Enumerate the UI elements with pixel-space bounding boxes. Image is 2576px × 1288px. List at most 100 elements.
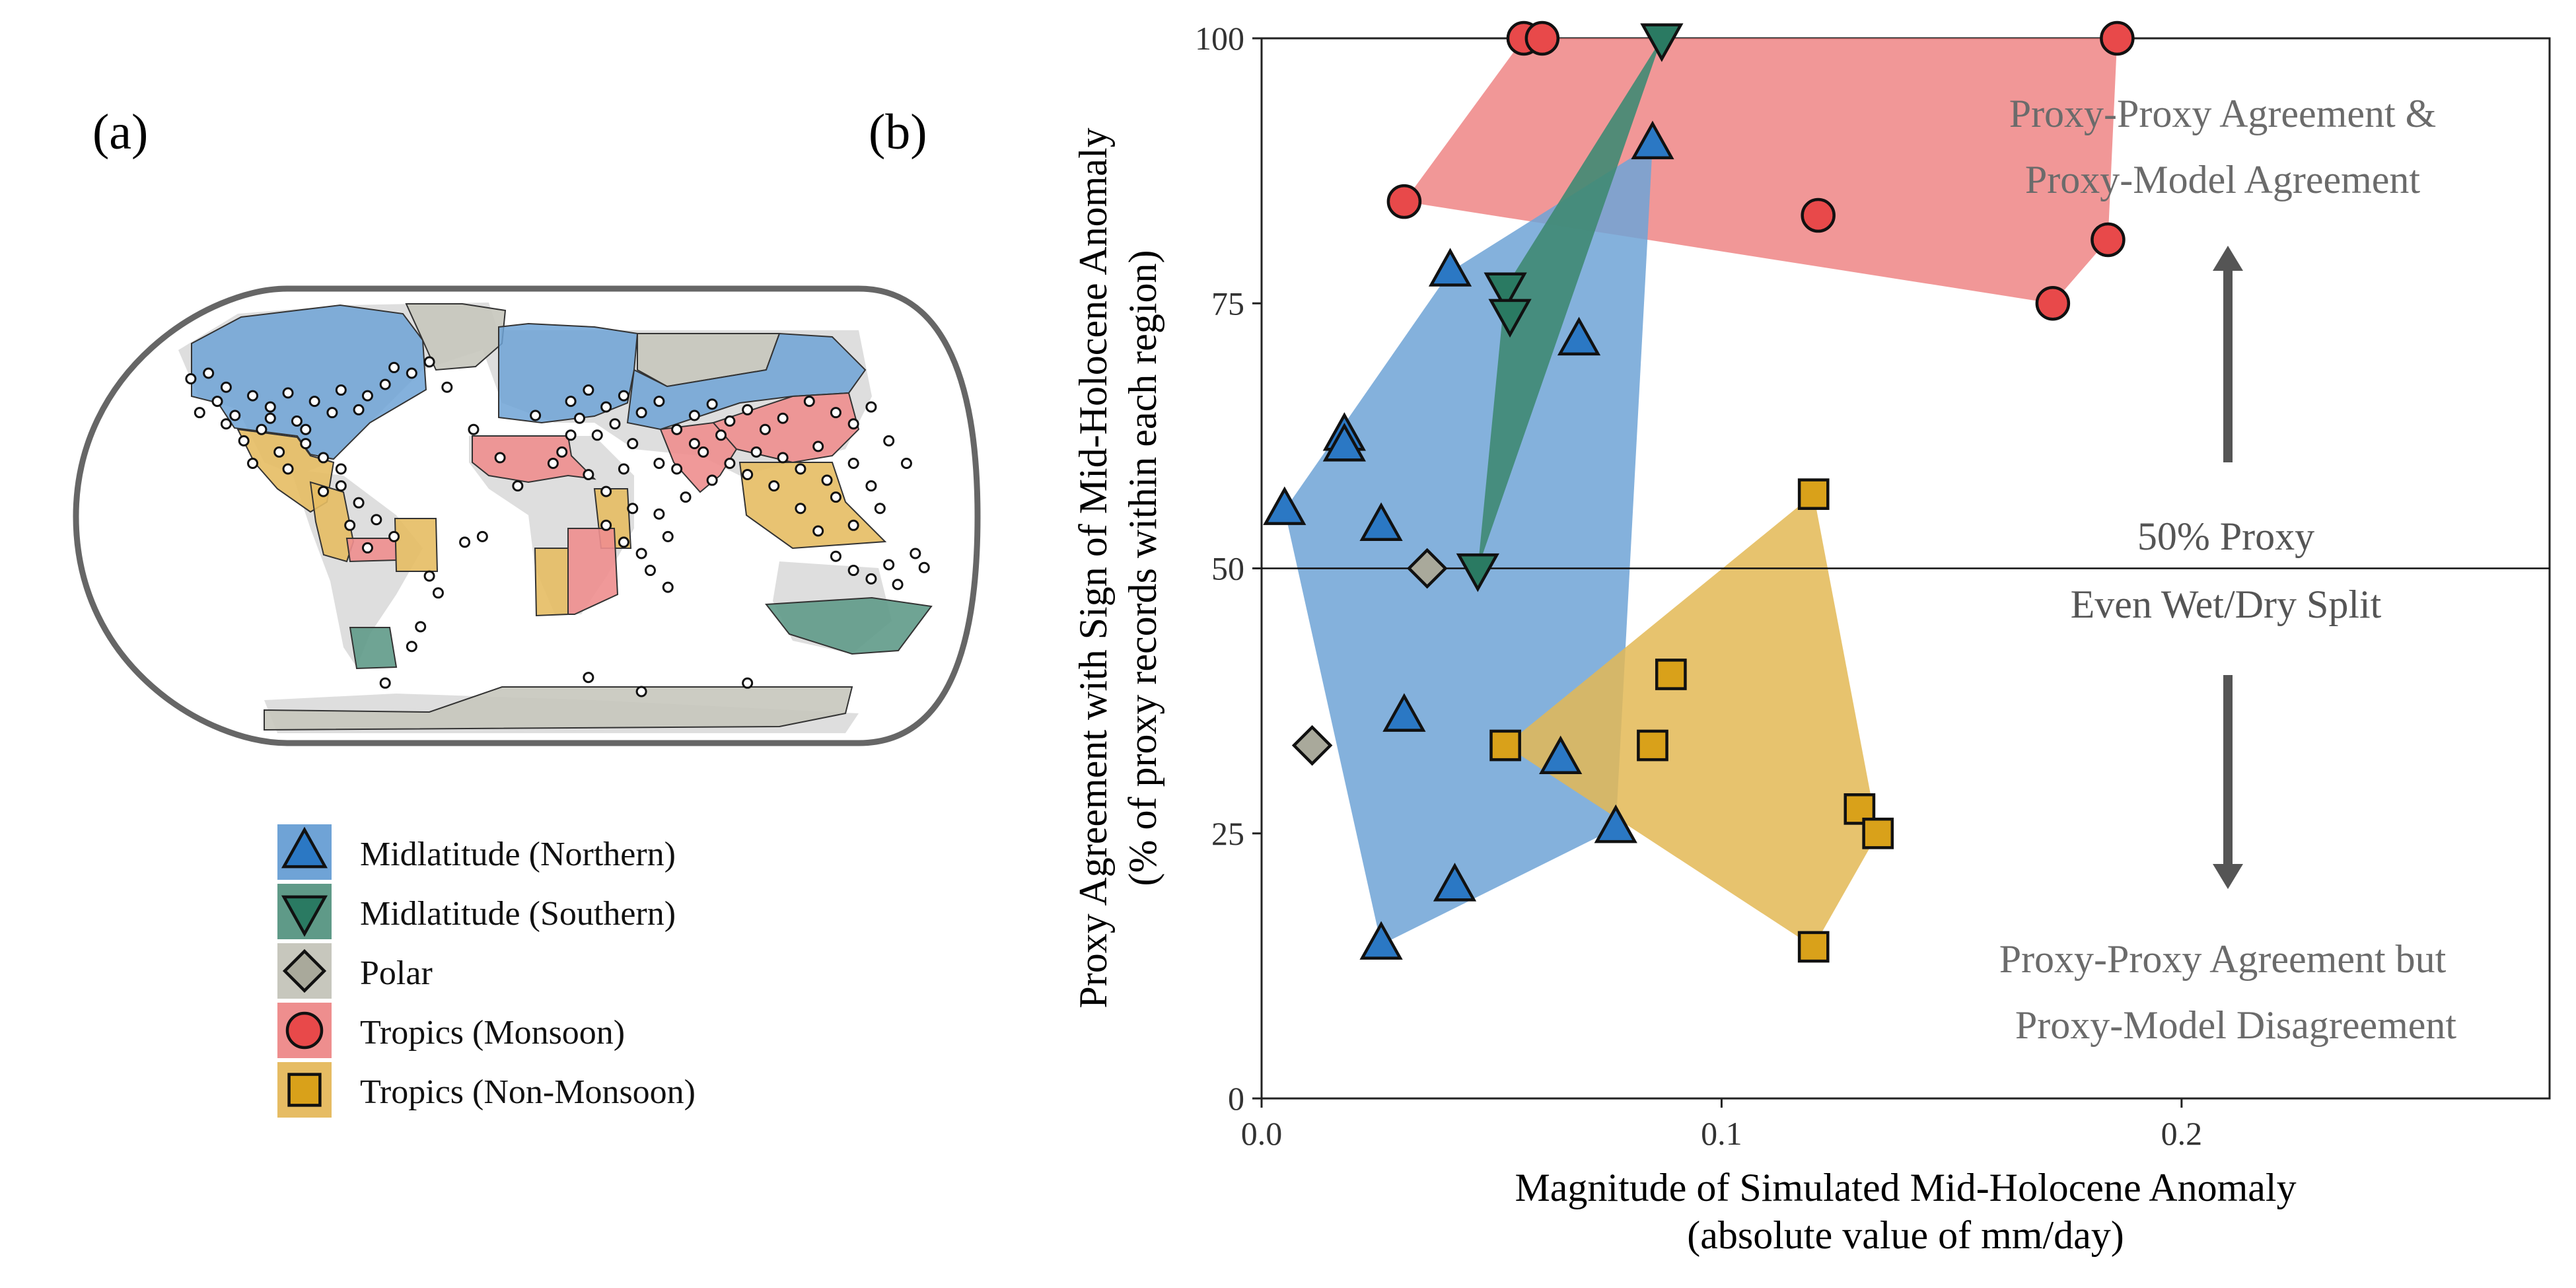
x-tick-label: 0.1: [1701, 1115, 1742, 1152]
legend-item: Tropics (Non-Monsoon): [277, 1062, 696, 1118]
region-greenland: [405, 303, 507, 371]
proxy-site-86: [795, 503, 806, 515]
proxy-site-35: [476, 530, 488, 542]
north-point-3: [1359, 502, 1403, 541]
legend-marker: [282, 948, 327, 993]
annotation-top-line1: Proxy-Proxy Agreement &: [2009, 92, 2437, 135]
proxy-site-59: [847, 418, 859, 430]
proxy-site-102: [565, 429, 577, 441]
proxy-site-26: [335, 480, 347, 492]
north-point-6: [1433, 863, 1477, 902]
north-point-9: [1557, 316, 1601, 356]
north-point-8: [1539, 735, 1583, 775]
proxy-site-114: [247, 457, 259, 469]
proxy-site-103: [530, 410, 542, 421]
proxy-site-82: [795, 463, 806, 475]
north-point-11: [1631, 120, 1674, 160]
polar-point-0: [1291, 725, 1333, 766]
nonmonsoon-point-6: [1862, 817, 1894, 849]
proxy-site-0: [185, 373, 197, 384]
proxy-site-24: [388, 361, 400, 373]
proxy-site-68: [583, 469, 594, 481]
proxy-site-44: [573, 412, 585, 424]
y-tick-label: 25: [1211, 815, 1244, 852]
y-tick-label: 50: [1211, 550, 1244, 587]
south-point-0: [1456, 553, 1499, 592]
legend-label: Tropics (Non-Monsoon): [360, 1073, 696, 1111]
proxy-site-87: [812, 525, 824, 537]
world-map: [73, 285, 981, 746]
proxy-site-83: [821, 474, 833, 486]
monsoon-point-3: [1801, 197, 1836, 233]
proxy-site-49: [627, 438, 639, 450]
proxy-site-43: [618, 390, 629, 402]
proxy-site-45: [609, 418, 621, 430]
proxy-site-1: [203, 367, 215, 379]
proxy-site-109: [706, 474, 718, 486]
proxy-site-85: [830, 491, 841, 503]
proxy-site-37: [432, 587, 444, 599]
proxy-site-52: [706, 398, 718, 410]
arrow-up-head: [2213, 246, 2243, 271]
legend-marker: [287, 1073, 322, 1107]
proxy-site-96: [883, 559, 895, 571]
proxy-site-90: [883, 435, 895, 447]
proxy-site-20: [361, 390, 373, 402]
proxy-site-112: [635, 686, 647, 698]
x-tick-label: 0.2: [2161, 1115, 2203, 1152]
proxy-site-89: [865, 480, 877, 492]
proxy-site-3: [211, 396, 223, 408]
legend-marker: [285, 1011, 324, 1050]
scatter-plot: 0.0 0.1 0.2 0 25 50 75 100 Magnitude of Simula…: [1071, 20, 2551, 1257]
region-europe: [498, 322, 639, 424]
proxy-site-9: [291, 415, 303, 427]
proxy-site-101: [715, 429, 727, 441]
data-markers: [1263, 20, 2135, 963]
proxy-site-99: [918, 561, 930, 573]
proxy-site-63: [750, 446, 762, 458]
annotations: Proxy-Proxy Agreement & Proxy-Model Agre…: [1999, 92, 2457, 1047]
proxy-site-65: [698, 446, 709, 458]
region-asia: [626, 332, 867, 431]
region-sa-south: [349, 627, 398, 670]
proxy-site-54: [742, 404, 754, 415]
proxy-site-58: [830, 407, 841, 419]
proxy-site-66: [653, 457, 665, 469]
proxy-site-39: [406, 641, 417, 653]
proxy-site-98: [892, 579, 904, 590]
panel-label-a: (a): [92, 104, 148, 160]
proxy-site-29: [371, 514, 382, 526]
proxy-sites: [185, 356, 930, 698]
region-sa-east: [394, 518, 439, 572]
legend-item: Polar: [277, 943, 433, 999]
hull-south: [1478, 38, 1662, 569]
proxy-site-5: [247, 390, 259, 402]
monsoon-point-2: [1524, 20, 1560, 56]
y-tick-label: 0: [1228, 1080, 1244, 1117]
proxy-site-104: [547, 457, 559, 469]
legend-label: Polar: [360, 954, 433, 992]
proxy-site-42: [600, 401, 612, 413]
proxy-site-23: [423, 356, 435, 368]
proxy-site-6: [264, 401, 276, 413]
nonmonsoon-point-2: [1655, 659, 1687, 690]
proxy-site-8: [256, 423, 268, 435]
proxy-site-81: [768, 480, 780, 492]
proxy-site-92: [874, 503, 886, 515]
polar-point-1: [1406, 548, 1448, 589]
north-point-5: [1428, 248, 1472, 287]
panel-a: (a): [73, 104, 981, 1118]
region-australia: [765, 596, 933, 655]
proxy-site-51: [688, 410, 700, 421]
proxy-site-12: [335, 384, 347, 396]
proxy-site-70: [600, 485, 612, 497]
legend-item: Midlatitude (Southern): [277, 884, 676, 939]
proxy-site-19: [194, 407, 205, 419]
monsoon-point-4: [2035, 286, 2071, 321]
legend-item: Tropics (Monsoon): [277, 1003, 625, 1058]
proxy-site-57: [803, 396, 815, 408]
region-na-north: [191, 304, 427, 460]
region-africa-sw: [534, 548, 569, 617]
proxy-site-110: [379, 677, 391, 689]
nonmonsoon-point-3: [1797, 478, 1830, 510]
